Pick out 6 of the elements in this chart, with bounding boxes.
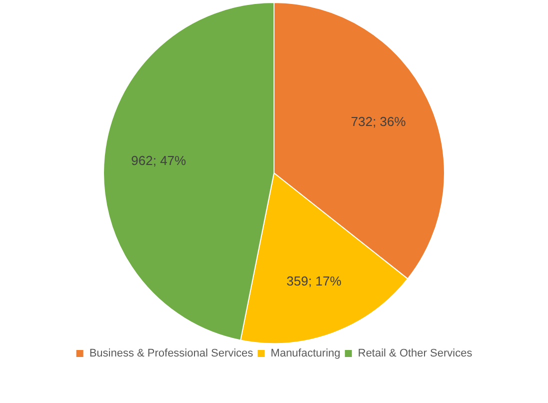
legend-label: Retail & Other Services — [358, 348, 473, 360]
legend-label: Manufacturing — [270, 348, 340, 360]
data-label: 962; 47% — [131, 153, 187, 168]
legend-label: Business & Professional Services — [89, 348, 254, 360]
data-label: 359; 17% — [286, 273, 342, 288]
data-label: 732; 36% — [350, 114, 406, 130]
